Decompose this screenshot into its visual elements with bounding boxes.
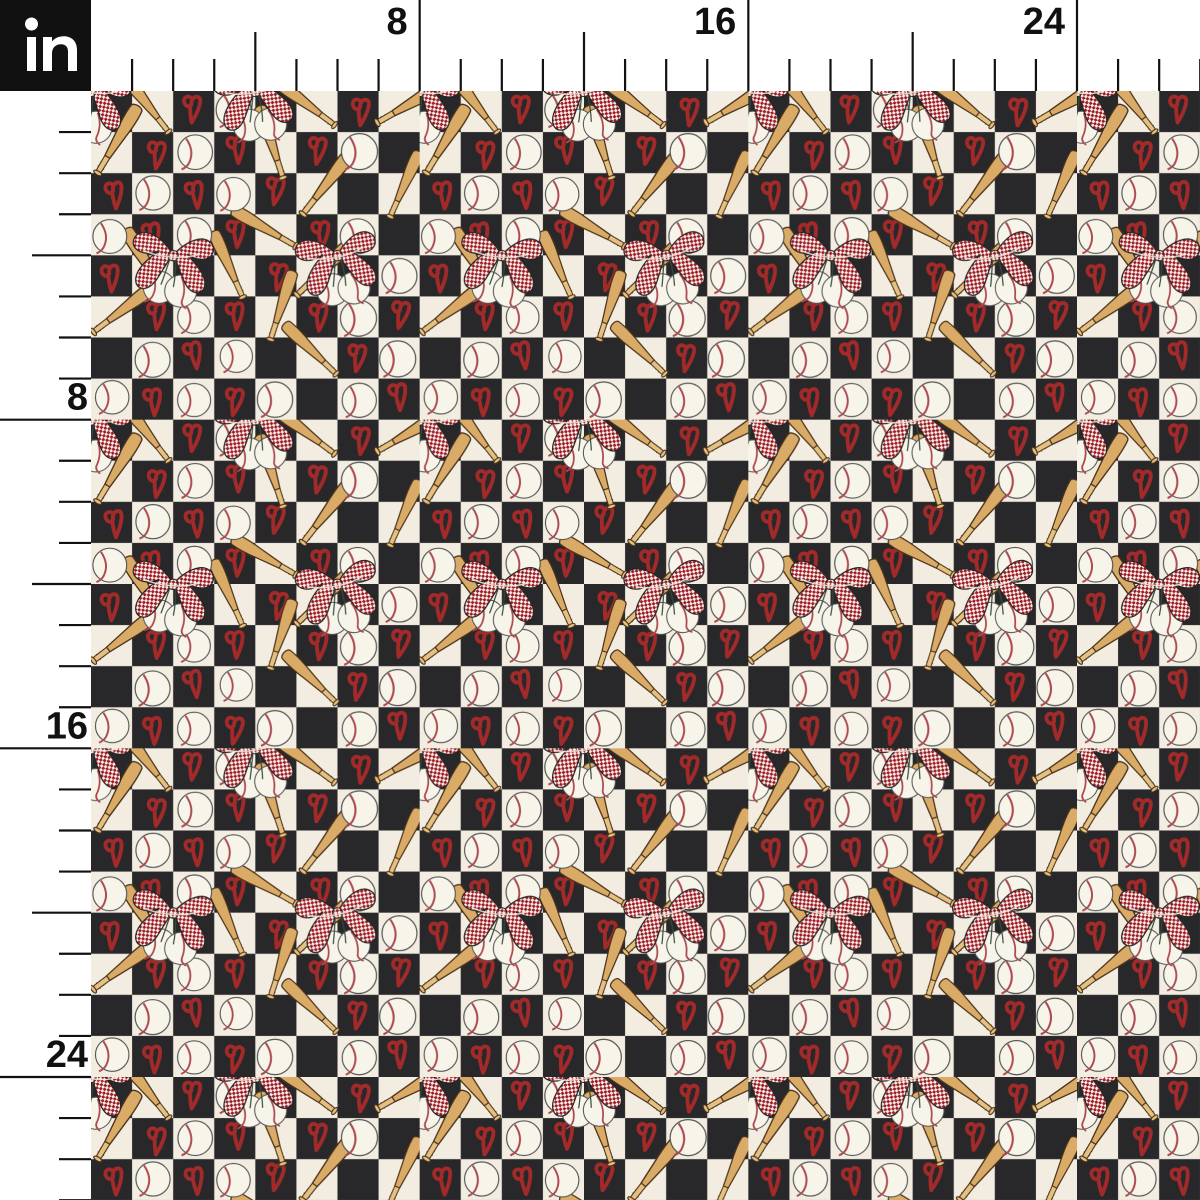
- svg-text:8: 8: [387, 1, 408, 43]
- svg-text:24: 24: [46, 1034, 88, 1076]
- svg-text:24: 24: [1023, 1, 1065, 43]
- svg-text:16: 16: [694, 1, 736, 43]
- svg-text:16: 16: [46, 705, 88, 747]
- svg-text:8: 8: [67, 377, 88, 419]
